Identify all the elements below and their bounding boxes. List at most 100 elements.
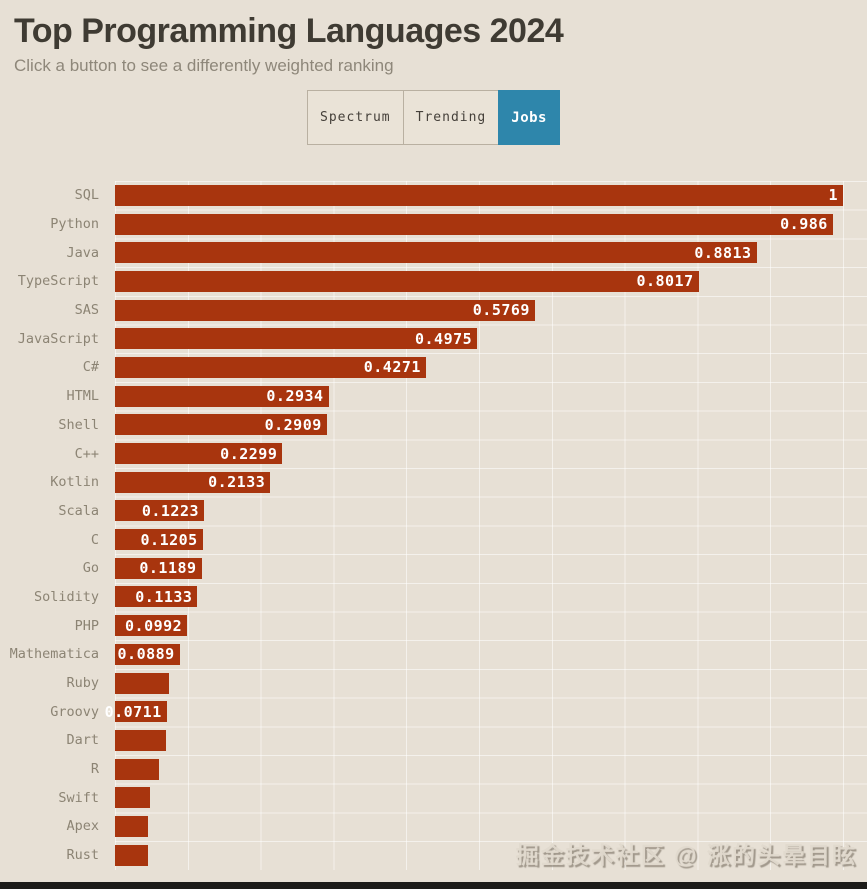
- category-label: Java: [66, 244, 99, 261]
- value-label: 0.1133: [135, 587, 193, 606]
- bar-track: 0.1133: [115, 586, 867, 608]
- value-label: 0.2133: [208, 473, 266, 492]
- bar-track: 0.0711: [105, 701, 867, 723]
- category-label: C#: [82, 359, 99, 376]
- category-label: Apex: [66, 818, 99, 835]
- bar-row: TypeScript 0.8017: [0, 267, 867, 296]
- tab-button-jobs[interactable]: Jobs: [498, 90, 560, 145]
- bar: 0.986: [115, 213, 833, 235]
- bar-row: Mathematica 0.0889: [0, 640, 867, 669]
- bar: [115, 729, 167, 751]
- bar-track: [115, 844, 867, 866]
- category-label: SQL: [74, 187, 99, 204]
- bar-row: Dart: [0, 726, 867, 755]
- value-label: 0.2909: [264, 415, 322, 434]
- bar-row: C++ 0.2299: [0, 439, 867, 468]
- category-label: Groovy: [50, 703, 99, 720]
- bar: 0.0889: [115, 643, 180, 665]
- bar-row: Solidity 0.1133: [0, 583, 867, 612]
- bar-track: 0.4975: [115, 328, 867, 350]
- bar-chart: SQL 1 Python 0.986 Java 0.8813 TypeScript 0.801…: [0, 181, 867, 870]
- category-label: Mathematica: [9, 646, 99, 663]
- bar-row: SAS 0.5769: [0, 296, 867, 325]
- category-label: C: [90, 531, 99, 548]
- view-buttons: Spectrum Trending Jobs: [0, 90, 867, 145]
- bar: 0.0992: [115, 615, 188, 637]
- chart-rows: SQL 1 Python 0.986 Java 0.8813 TypeScript 0.801…: [0, 181, 867, 870]
- bar-row: R: [0, 755, 867, 784]
- value-label: 0.1205: [140, 530, 198, 549]
- bar-row: Rust: [0, 841, 867, 870]
- category-label: Swift: [58, 789, 99, 806]
- bar-track: [115, 729, 867, 751]
- bar: 0.1223: [115, 500, 205, 522]
- bar-row: C# 0.4271: [0, 353, 867, 382]
- category-label: Ruby: [66, 675, 99, 692]
- value-label: 0.0992: [125, 616, 183, 635]
- bar: 0.1205: [115, 529, 203, 551]
- value-label: 0.8813: [694, 243, 752, 262]
- bar-track: [115, 815, 867, 837]
- value-label: 1: [828, 186, 838, 205]
- tab-button-trending[interactable]: Trending: [402, 90, 500, 145]
- bar-track: 1: [115, 184, 867, 206]
- bar-row: Kotlin 0.2133: [0, 468, 867, 497]
- category-label: C++: [74, 445, 99, 462]
- bar-row: C 0.1205: [0, 525, 867, 554]
- bar: 0.1189: [115, 557, 202, 579]
- bar-track: [115, 787, 867, 809]
- bar-track: 0.986: [115, 213, 867, 235]
- bar: 0.2934: [115, 385, 329, 407]
- value-label: 0.986: [780, 215, 828, 234]
- bar-track: 0.2133: [115, 471, 867, 493]
- bar: 0.0711: [105, 701, 167, 723]
- bar: 0.4271: [115, 356, 426, 378]
- bar: 1: [115, 184, 843, 206]
- bar-row: Swift: [0, 783, 867, 812]
- bar: [115, 787, 150, 809]
- value-label: 0.5769: [472, 301, 530, 320]
- bar: 0.8017: [115, 270, 699, 292]
- category-label: Kotlin: [50, 474, 99, 491]
- bar-row: PHP 0.0992: [0, 611, 867, 640]
- bar: [115, 758, 159, 780]
- category-label: Dart: [66, 732, 99, 749]
- category-label: SAS: [74, 302, 99, 319]
- bar-track: 0.8017: [115, 270, 867, 292]
- value-label: 0.1223: [141, 501, 200, 520]
- page-subtitle: Click a button to see a differently weig…: [14, 56, 394, 75]
- bar-track: 0.0992: [115, 615, 867, 637]
- bar-track: 0.2909: [115, 414, 867, 436]
- value-label: 0.0889: [117, 645, 175, 664]
- bar-row: Ruby: [0, 669, 867, 698]
- bottom-bar: [0, 882, 867, 889]
- value-label: 0.1189: [139, 559, 197, 578]
- bar: 0.2133: [115, 471, 271, 493]
- page-title: Top Programming Languages 2024: [14, 12, 564, 50]
- header: Top Programming Languages 2024 Click a b…: [0, 0, 867, 76]
- value-label: 0.8017: [636, 272, 694, 291]
- bar-track: 0.1205: [115, 529, 867, 551]
- bar-row: Shell 0.2909: [0, 411, 867, 440]
- category-label: Rust: [66, 847, 99, 864]
- category-label: Go: [82, 560, 99, 577]
- category-label: Scala: [58, 502, 99, 519]
- tab-button-spectrum[interactable]: Spectrum: [307, 90, 404, 145]
- category-label: TypeScript: [17, 273, 99, 290]
- category-label: Shell: [58, 416, 99, 433]
- category-label: HTML: [66, 388, 99, 405]
- category-label: R: [90, 761, 99, 778]
- bar: [115, 672, 169, 694]
- bar-row: Go 0.1189: [0, 554, 867, 583]
- category-label: Python: [50, 216, 99, 233]
- chart-gridlines: [115, 181, 867, 870]
- value-label: 0.2299: [220, 444, 278, 463]
- category-label: JavaScript: [17, 330, 99, 347]
- bar-track: 0.2299: [115, 443, 867, 465]
- bar-row: HTML 0.2934: [0, 382, 867, 411]
- bar-track: 0.0889: [115, 643, 867, 665]
- bar-track: 0.4271: [115, 356, 867, 378]
- bar-track: 0.1223: [115, 500, 867, 522]
- value-label: 0.0711: [104, 702, 162, 721]
- bar: 0.4975: [115, 328, 478, 350]
